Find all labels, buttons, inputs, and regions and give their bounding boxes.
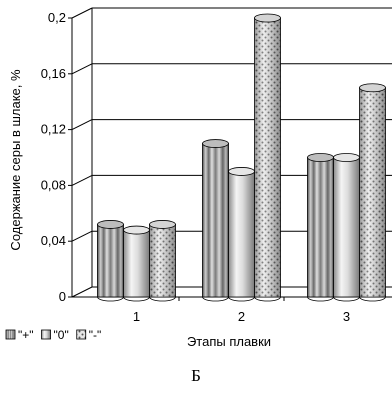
y-tick-label: 0 <box>59 289 66 304</box>
y-tick-label: 0,12 <box>41 122 66 137</box>
grid-diagonal <box>71 174 93 186</box>
x-tick-label: 2 <box>238 309 245 324</box>
legend-item: "0" <box>41 328 69 342</box>
y-tick-label: 0,08 <box>41 177 66 192</box>
tick-labels: 0 0,04 0,08 0,12 0,16 0,2 1 2 3 <box>41 10 350 324</box>
legend-label: "+" <box>18 328 34 342</box>
bar <box>307 153 334 302</box>
x-tick-label: 1 <box>133 309 140 324</box>
legend-item: "-" <box>76 328 102 342</box>
grid-diagonal <box>71 63 93 75</box>
legend-label: "0" <box>54 328 69 342</box>
grid-diagonal <box>71 119 93 131</box>
bar <box>333 153 360 302</box>
legend-swatch <box>41 329 51 340</box>
legend-swatch <box>76 329 87 340</box>
bar <box>254 13 281 302</box>
grid-diagonal <box>71 230 93 242</box>
legend-label: "-" <box>89 328 102 342</box>
bars <box>97 13 386 302</box>
y-axis-label: Содержание серы в шлаке, % <box>8 69 23 251</box>
x-axis-label: Этапы плавки <box>187 334 271 349</box>
bar <box>149 220 176 302</box>
legend-item: "+" <box>5 328 34 342</box>
y-tick-label: 0,2 <box>48 10 66 25</box>
y-tick-label: 0,16 <box>41 66 66 81</box>
bar <box>97 220 124 302</box>
bar <box>359 83 386 302</box>
figure-caption: Б <box>191 366 201 385</box>
x-tick-label: 3 <box>343 309 350 324</box>
bar <box>228 167 255 302</box>
bar <box>202 139 229 302</box>
grid-diagonal <box>71 7 93 19</box>
legend: "+" "0" "-" <box>5 328 102 342</box>
y-tick-label: 0,04 <box>41 233 66 248</box>
legend-swatch <box>5 329 16 340</box>
grid-diagonal <box>71 286 93 298</box>
bar <box>123 225 150 302</box>
